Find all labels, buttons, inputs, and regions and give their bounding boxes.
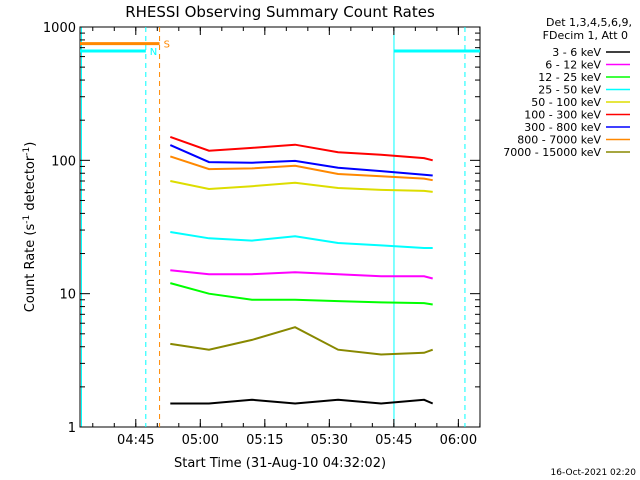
y-tick-label-0: 1 bbox=[68, 421, 76, 436]
y-label-sup2: -1 bbox=[22, 147, 32, 156]
y-label-sup1: -1 bbox=[22, 215, 32, 224]
series-line-5 bbox=[169, 135, 433, 162]
legend-label-6: 300 - 800 keV bbox=[524, 121, 601, 134]
footer-timestamp: 16-Oct-2021 02:20 bbox=[551, 468, 637, 478]
series-line-8 bbox=[170, 326, 434, 356]
flag-label-s: S bbox=[164, 40, 170, 51]
legend-header-2: FDecim 1, Att 0 bbox=[543, 29, 628, 42]
legend-label-4: 50 - 100 keV bbox=[531, 96, 601, 109]
x-axis-label: Start Time (31-Aug-10 04:32:02) bbox=[174, 456, 386, 471]
x-tick-label-3: 05:30 bbox=[311, 433, 348, 448]
y-axis-ticks: 1 10 100 1000 bbox=[43, 21, 480, 436]
series-line-1 bbox=[170, 269, 433, 280]
x-tick-label-4: 05:45 bbox=[375, 433, 412, 448]
legend: Det 1,3,4,5,6,9, FDecim 1, Att 0 3 - 6 k… bbox=[503, 16, 632, 159]
x-tick-label-0: 04:45 bbox=[117, 433, 154, 448]
series-line-3 bbox=[170, 231, 433, 249]
x-tick-label-5: 06:00 bbox=[440, 433, 477, 448]
legend-label-8: 7000 - 15000 keV bbox=[503, 146, 601, 159]
y-label-main: Count Rate (s bbox=[23, 224, 38, 313]
y-tick-label-1: 10 bbox=[59, 288, 76, 303]
plot-area bbox=[79, 26, 481, 428]
series-lines bbox=[169, 135, 434, 405]
y-tick-label-3: 1000 bbox=[43, 21, 76, 36]
y-axis-label: Count Rate (s-1 detector-1) bbox=[22, 142, 38, 313]
series-line-2 bbox=[170, 282, 433, 306]
legend-label-0: 3 - 6 keV bbox=[552, 46, 601, 59]
series-line-0 bbox=[170, 398, 434, 405]
legend-label-2: 12 - 25 keV bbox=[538, 71, 601, 84]
series-line-7 bbox=[169, 155, 433, 182]
x-axis-ticks: 04:45 05:00 05:15 05:30 05:45 06:00 bbox=[92, 27, 481, 448]
y-tick-label-2: 100 bbox=[51, 154, 76, 169]
flag-label-n: N bbox=[150, 47, 157, 58]
x-tick-label-1: 05:00 bbox=[182, 433, 219, 448]
legend-header-1: Det 1,3,4,5,6,9, bbox=[546, 16, 632, 29]
y-label-mid: detector bbox=[23, 155, 38, 215]
x-tick-label-2: 05:15 bbox=[246, 433, 283, 448]
plot-frame bbox=[79, 26, 481, 428]
legend-label-5: 100 - 300 keV bbox=[524, 109, 601, 122]
y-label-end: ) bbox=[23, 142, 38, 147]
flag-bars: SN bbox=[80, 40, 480, 58]
vertical-markers bbox=[81, 27, 466, 427]
legend-label-1: 6 - 12 keV bbox=[545, 59, 601, 72]
chart-title: RHESSI Observing Summary Count Rates bbox=[125, 3, 435, 21]
legend-label-7: 800 - 7000 keV bbox=[517, 134, 601, 147]
legend-label-3: 25 - 50 keV bbox=[538, 84, 601, 97]
series-line-4 bbox=[170, 180, 433, 193]
series-line-6 bbox=[169, 144, 433, 177]
